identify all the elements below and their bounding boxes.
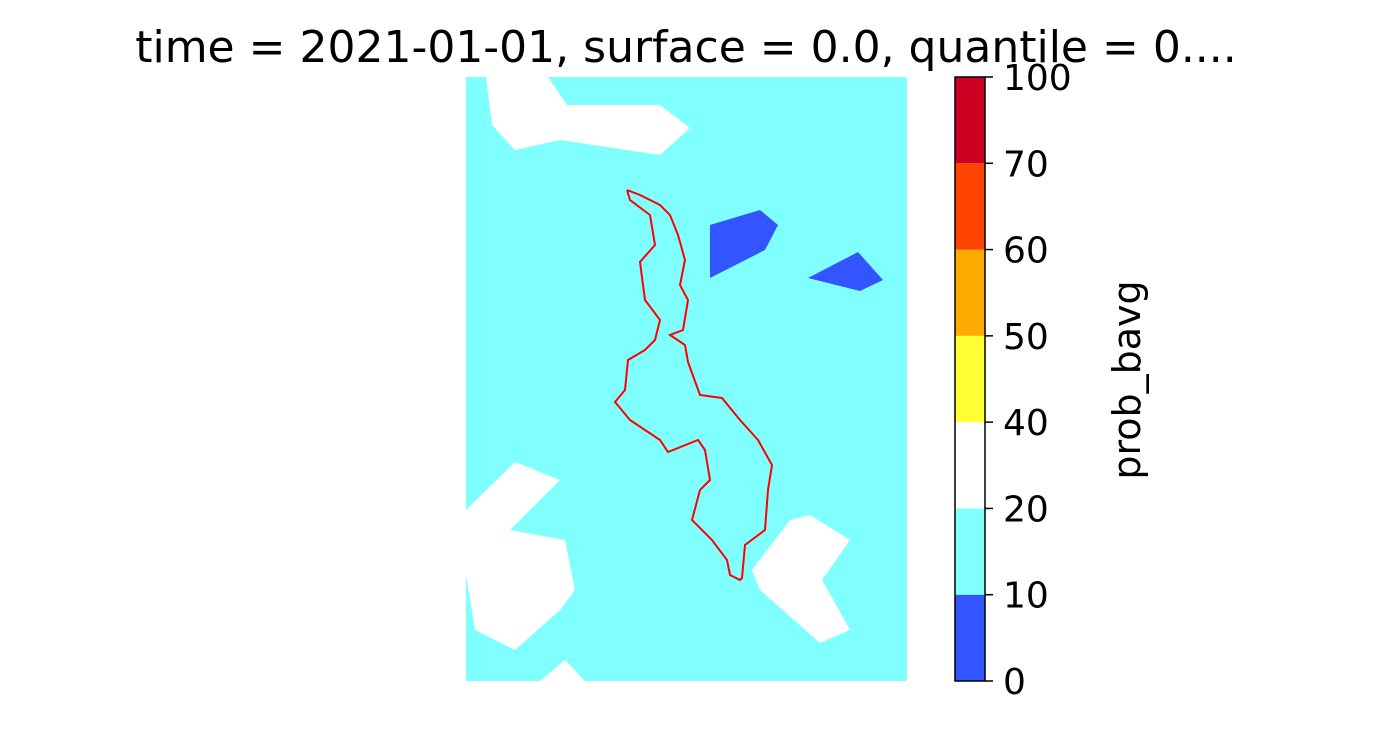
map-region	[540, 660, 585, 681]
colorbar-segment	[955, 249, 985, 336]
colorbar-tick-label: 40	[1003, 403, 1049, 444]
colorbar-tick-label: 60	[1003, 231, 1049, 272]
colorbar-tick-label: 10	[1003, 576, 1049, 617]
colorbar-tick-label: 70	[1003, 144, 1049, 185]
colorbar-label: prob_bavg	[1105, 280, 1149, 479]
map-region	[808, 252, 883, 291]
colorbar-tick-label: 0	[1003, 662, 1026, 703]
map	[466, 77, 907, 681]
colorbar-tick-label: 100	[1003, 58, 1072, 99]
map-region	[466, 462, 575, 650]
colorbar-segment	[955, 335, 985, 423]
colorbar: 0 10 20 40 50 60 70 100	[954, 58, 1072, 703]
country-border	[613, 189, 774, 582]
title: time = 2021-01-01, surface = 0.0, quanti…	[135, 22, 1237, 73]
map-region	[486, 77, 690, 155]
colorbar-frame	[954, 76, 986, 682]
colorbar-segment	[955, 594, 985, 681]
map-region	[710, 210, 778, 278]
colorbar-segment	[955, 77, 985, 164]
colorbar-tick-label: 50	[1003, 317, 1049, 358]
colorbar-segment	[955, 163, 985, 250]
colorbar-segment	[955, 508, 985, 595]
map-region	[752, 515, 850, 643]
colorbar-segment	[955, 422, 985, 509]
colorbar-tick-label: 20	[1003, 489, 1049, 530]
